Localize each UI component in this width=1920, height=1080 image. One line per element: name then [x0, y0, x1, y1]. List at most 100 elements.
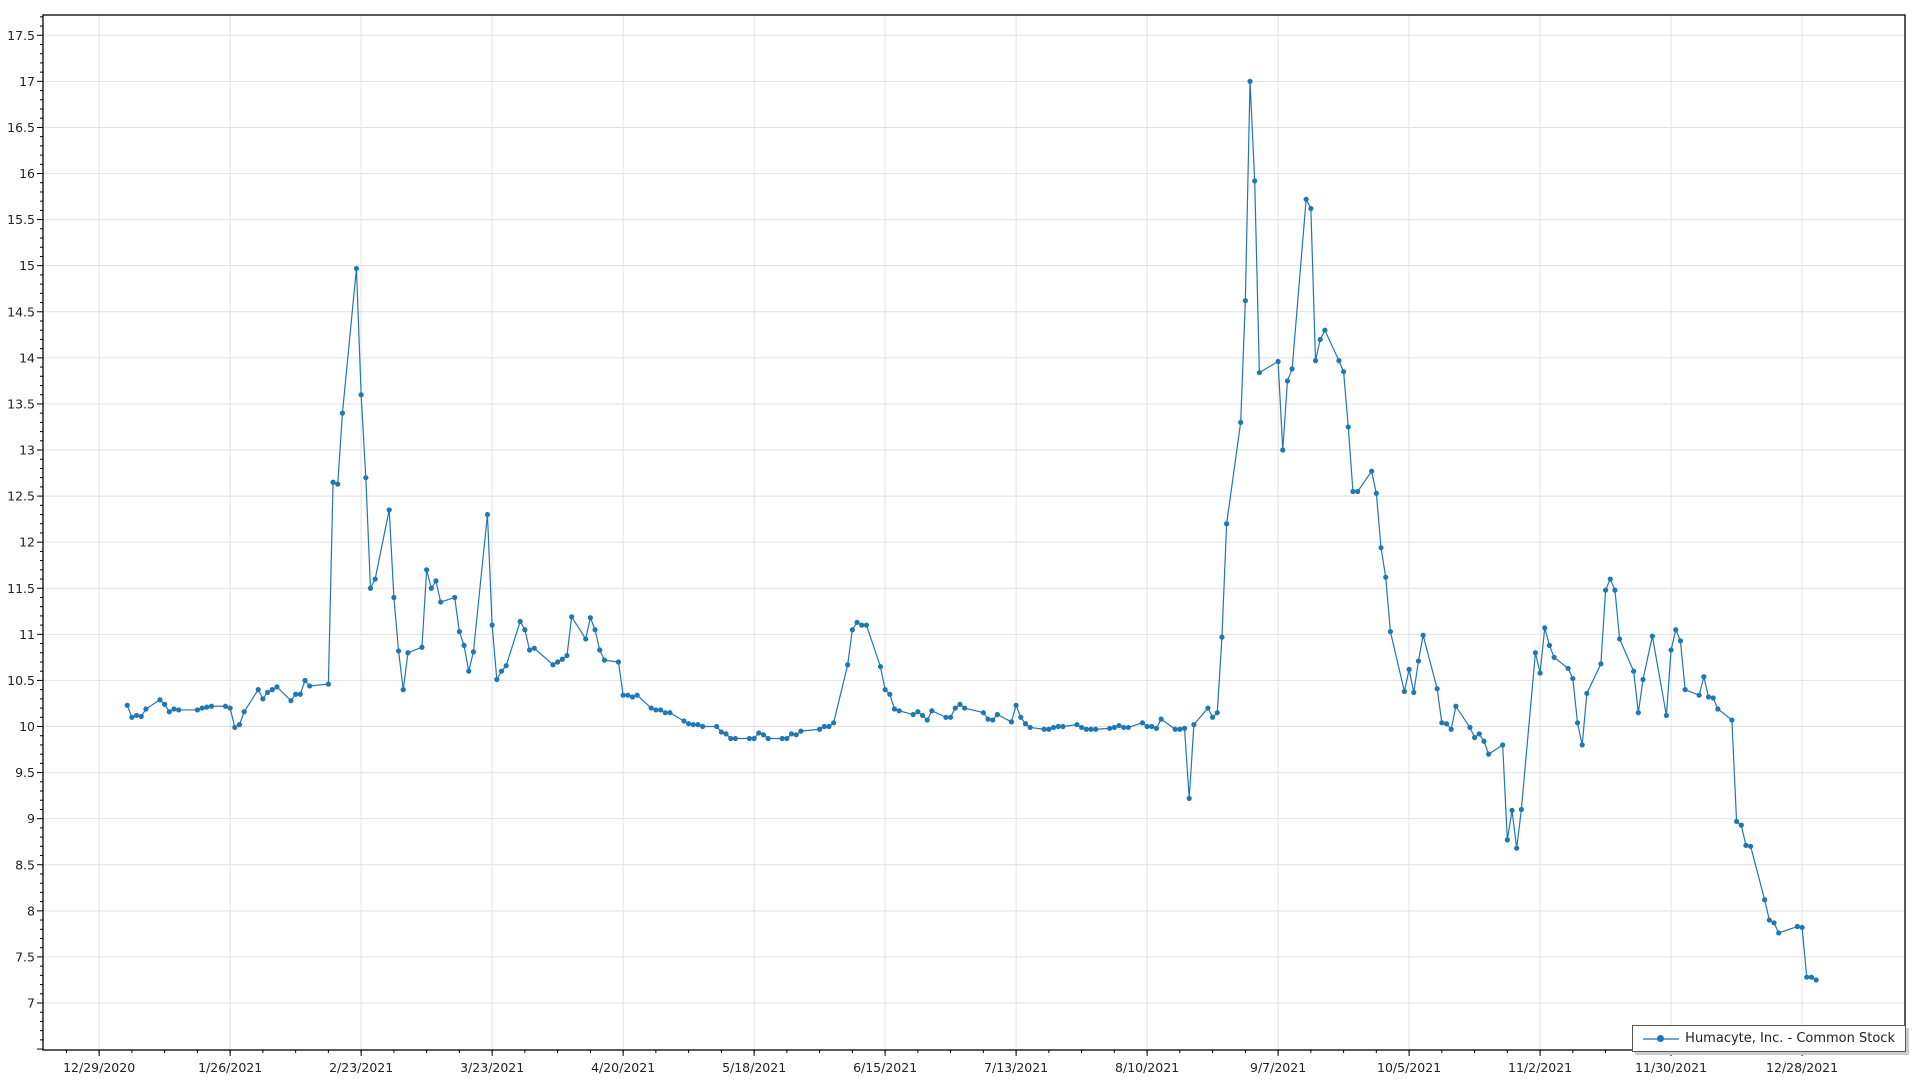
data-point [1542, 625, 1548, 631]
data-point [793, 732, 799, 738]
data-point [1322, 327, 1328, 333]
data-point [555, 659, 561, 665]
data-point [405, 650, 411, 656]
data-point [849, 627, 855, 633]
y-tick-label: 17 [19, 74, 35, 89]
data-point [1579, 742, 1585, 748]
data-point [1570, 675, 1576, 682]
data-point [662, 710, 668, 716]
y-tick-label: 7 [27, 995, 35, 1010]
data-point [667, 710, 673, 716]
data-point [494, 676, 500, 683]
data-point [1710, 695, 1716, 701]
data-point [718, 729, 724, 735]
data-point [1514, 845, 1520, 851]
data-point [597, 647, 603, 653]
data-point [1116, 722, 1122, 729]
data-point [1275, 358, 1281, 365]
data-point [564, 652, 570, 659]
data-point [817, 726, 823, 732]
data-point [863, 622, 869, 628]
y-tick-label: 12.5 [7, 489, 35, 504]
data-point [1256, 369, 1262, 376]
y-tick-label: 15.5 [7, 212, 35, 227]
data-point [1537, 670, 1543, 676]
data-point [634, 692, 640, 698]
data-point [962, 705, 968, 711]
data-point [723, 731, 729, 737]
data-point [1668, 647, 1674, 653]
x-tick-label: 5/18/2021 [722, 1060, 786, 1075]
data-point [1186, 795, 1192, 801]
y-tick-label: 13 [19, 443, 35, 458]
data-point [274, 684, 280, 690]
data-point [466, 668, 472, 674]
data-point [1617, 636, 1623, 642]
data-point [162, 701, 168, 707]
data-point [1093, 726, 1099, 732]
data-point [990, 717, 996, 723]
data-point [194, 707, 200, 713]
data-point [1420, 632, 1426, 638]
x-tick-label: 1/26/2021 [198, 1060, 262, 1075]
y-tick-label: 12 [19, 535, 35, 550]
data-point [157, 697, 163, 703]
data-point [1808, 974, 1815, 980]
data-point [456, 628, 462, 635]
x-tick-label: 10/5/2021 [1377, 1060, 1441, 1075]
data-point [288, 698, 294, 704]
data-point [166, 709, 172, 715]
data-point [1663, 712, 1670, 719]
data-point [1565, 665, 1571, 672]
data-point [1598, 661, 1604, 667]
data-point [1481, 738, 1487, 744]
data-point [1046, 726, 1052, 732]
x-tick-label: 12/29/2020 [63, 1060, 135, 1075]
data-point [1041, 726, 1047, 732]
data-point [1406, 666, 1412, 672]
y-tick-label: 13.5 [7, 396, 35, 411]
data-point [1008, 719, 1015, 725]
data-point [1060, 723, 1066, 730]
data-point [1177, 726, 1183, 732]
data-point [1771, 920, 1777, 926]
data-point [1701, 674, 1707, 680]
data-point [1467, 724, 1473, 731]
data-point [1205, 705, 1211, 711]
data-point [625, 692, 631, 698]
data-point [1317, 336, 1323, 343]
y-tick-label: 15 [19, 258, 35, 273]
data-point [1500, 742, 1506, 748]
data-point [363, 475, 369, 481]
data-point [1748, 843, 1754, 849]
data-point [1144, 723, 1150, 730]
data-point [877, 663, 884, 670]
data-point [980, 710, 986, 716]
data-point [601, 657, 608, 663]
data-point [915, 709, 921, 715]
data-point [1214, 710, 1220, 716]
y-tick-label: 7.5 [15, 949, 35, 964]
data-point [503, 663, 509, 669]
data-point [1612, 587, 1618, 593]
data-point [891, 706, 898, 712]
data-point [550, 662, 556, 668]
data-point [1401, 688, 1408, 695]
data-point [821, 723, 827, 730]
data-point [489, 622, 495, 628]
data-point [335, 481, 341, 487]
data-point [176, 707, 182, 713]
data-point [358, 392, 364, 398]
x-tick-label: 11/2/2021 [1508, 1060, 1572, 1075]
data-point [1238, 419, 1244, 425]
y-tick-label: 10.5 [7, 673, 35, 688]
data-point [798, 728, 804, 734]
data-point [302, 677, 308, 684]
data-point [428, 585, 434, 591]
data-point [826, 723, 832, 730]
data-point [1799, 924, 1805, 931]
data-point [1504, 837, 1510, 843]
data-point [1378, 545, 1384, 551]
data-point [1518, 806, 1524, 813]
data-point [1191, 722, 1197, 728]
